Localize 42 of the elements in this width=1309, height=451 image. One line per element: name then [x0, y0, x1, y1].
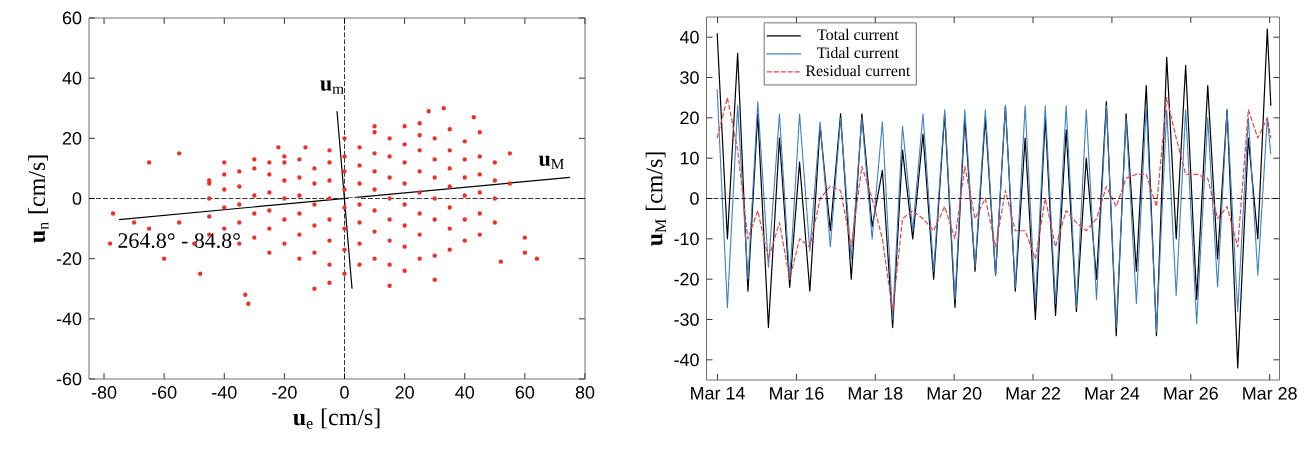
x-tick-label: -80	[91, 386, 117, 399]
x-tick-label: 40	[455, 386, 475, 399]
y-tick-label: -20	[674, 272, 699, 286]
y-tick-label: 60	[62, 11, 82, 25]
x-tick-label: 20	[395, 386, 414, 399]
y-tick-label: 20	[680, 111, 699, 125]
y-tick-label: 20	[62, 131, 82, 145]
y-tick-label: 10	[680, 151, 699, 165]
legend-label: Tidal current	[817, 46, 899, 59]
legend-label: Residual current	[805, 64, 911, 77]
y-tick-label: 40	[62, 71, 82, 85]
annotation: u$_{m}$	[320, 80, 344, 94]
y-tick-label: -60	[56, 372, 82, 386]
x-tick-label: Mar 16	[769, 387, 824, 400]
y-axis-title: u$_{n}$ [cm/s]	[28, 155, 49, 243]
x-tick-label: 60	[515, 386, 535, 399]
y-tick-label: 0	[72, 192, 82, 205]
x-tick-label: -40	[212, 386, 237, 399]
y-tick-label: 30	[680, 71, 699, 84]
x-tick-label: Mar 18	[848, 387, 903, 400]
annotation: u$_{M}$	[538, 155, 564, 170]
x-tick-label: -60	[152, 386, 177, 399]
x-tick-label: 0	[340, 386, 349, 399]
x-tick-label: Mar 28	[1243, 387, 1297, 400]
y-tick-label: -30	[674, 313, 699, 326]
x-tick-label: Mar 14	[691, 387, 745, 400]
y-tick-label: -10	[674, 232, 699, 246]
x-tick-label: Mar 24	[1085, 387, 1140, 400]
x-tick-label: Mar 22	[1006, 387, 1061, 400]
x-tick-label: -20	[272, 386, 297, 399]
x-tick-label: 80	[575, 386, 595, 399]
x-tick-label: Mar 26	[1164, 387, 1218, 400]
x-axis-title: u$_{e}$ [cm/s]	[293, 408, 380, 429]
y-tick-label: -20	[56, 252, 82, 266]
annotation: 264.8° - 84.8°	[118, 233, 240, 249]
y-tick-label: 40	[679, 30, 699, 44]
y-tick-label: -40	[674, 353, 699, 367]
legend-label: Total current	[817, 28, 899, 41]
y-axis-title: u$_{M}$ [cm/s]	[645, 152, 666, 246]
x-tick-label: Mar 20	[927, 387, 982, 400]
y-tick-label: -40	[56, 312, 82, 326]
y-tick-label: 0	[690, 192, 699, 205]
